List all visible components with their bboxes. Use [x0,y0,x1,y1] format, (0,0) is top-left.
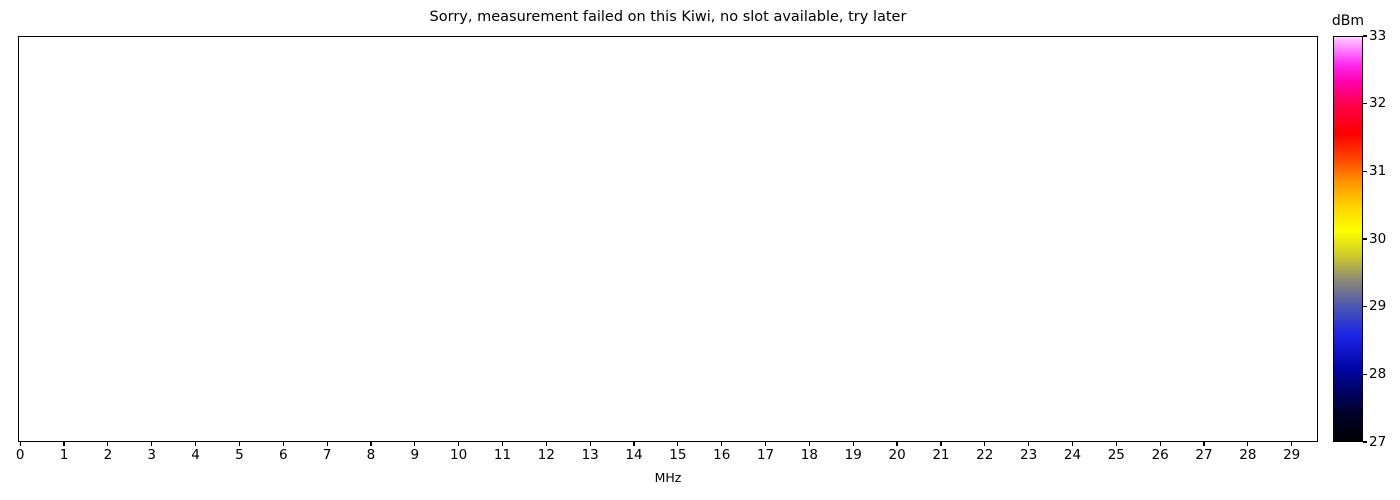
x-axis-tick-label: 6 [278,447,288,463]
plot-axes [18,36,1318,442]
x-axis-tick-label: 12 [537,447,555,463]
x-axis-tick-label: 18 [800,447,818,463]
x-axis-tick-mark [1203,442,1205,446]
x-axis-tick-label: 23 [1020,447,1038,463]
colorbar-tick-mark [1363,238,1367,240]
x-axis-tick-label: 16 [713,447,731,463]
x-axis-tick-mark [194,442,197,446]
x-axis-tick-mark [1159,442,1161,446]
x-axis-tick-label: 9 [410,447,420,463]
x-axis-tick-mark [940,442,942,446]
x-axis-tick-label: 0 [15,447,25,463]
colorbar-tick-label: 32 [1369,95,1387,112]
colorbar-gradient [1334,37,1362,441]
x-axis-tick-label: 26 [1151,447,1169,463]
colorbar-tick-mark [1363,35,1367,37]
x-axis-tick-label: 22 [976,447,994,463]
x-axis-tick-label: 3 [147,447,157,463]
x-axis-tick-mark [458,442,460,446]
x-axis-tick-mark [326,442,328,446]
x-axis-tick-mark [984,442,986,446]
colorbar-tick-group: 33 32 31 30 29 28 27 [1363,28,1400,450]
x-axis-tick-mark [1028,442,1030,446]
x-axis-tick-mark [677,442,679,446]
x-axis-tick-label: 4 [191,447,200,463]
colorbar-tick-mark [1363,373,1367,375]
colorbar-tick-mark [1363,306,1367,308]
x-axis-tick-label: 11 [493,447,512,463]
colorbar-tick-label: 29 [1369,298,1387,315]
x-axis-tick-mark [370,442,372,446]
colorbar-label: dBm [1331,13,1365,29]
x-axis-tick-mark [107,442,109,446]
x-axis-tick-label: 5 [235,447,244,463]
x-axis-tick-label: 8 [366,447,376,463]
x-axis-tick-mark [238,442,240,446]
x-axis-tick-mark [633,442,635,446]
colorbar-tick-mark [1363,170,1367,172]
x-axis-tick-label: 10 [450,447,468,463]
x-axis-tick-mark [589,442,591,446]
colorbar-axes [1333,36,1363,442]
x-axis-tick-label: 17 [756,447,775,463]
x-axis-tick-mark [1247,442,1249,446]
x-axis-tick-label: 29 [1283,447,1301,463]
colorbar-tick-mark [1363,103,1367,105]
x-axis-tick-label: 14 [625,447,643,463]
x-axis-tick-label: 1 [59,447,69,463]
x-axis-tick-mark [501,442,504,446]
x-axis-tick-mark [852,442,854,446]
colorbar-tick-label: 30 [1369,230,1387,247]
x-axis-tick-mark [1291,442,1293,446]
x-axis-tick-mark [282,442,284,446]
x-axis-tick-label: 15 [669,447,687,463]
colorbar-tick-mark [1363,441,1367,443]
x-axis-tick-mark [721,442,723,446]
x-axis-label: MHz [654,470,682,485]
x-axis-tick-label: 20 [888,447,906,463]
colorbar-tick-label: 27 [1369,433,1387,450]
colorbar-tick-label: 33 [1369,27,1387,44]
x-axis-tick-label: 13 [581,447,599,463]
colorbar-tick-label: 31 [1369,162,1387,179]
x-axis-tick-mark [63,442,65,446]
x-axis-tick-mark [545,442,547,446]
x-axis-tick-mark [1071,442,1074,446]
x-axis-tick-mark [151,442,153,446]
heatmap-canvas [19,37,1317,441]
x-axis-tick-group: 0 1 2 3 4 5 6 7 8 9 10 11 12 13 14 15 16 17 18 19 20 21 22 23 24… [0,442,1400,472]
x-axis-tick-mark [896,442,898,446]
colorbar-tick-label: 28 [1369,365,1387,382]
x-axis-tick-label: 2 [103,447,113,463]
x-axis-tick-label: 19 [844,447,862,463]
x-axis-tick-label: 27 [1195,447,1213,463]
x-axis-tick-mark [764,442,767,446]
x-axis-tick-mark [1115,442,1117,446]
x-axis-tick-label: 28 [1239,447,1257,463]
page-title: Sorry, measurement failed on this Kiwi, … [429,9,907,25]
x-axis-tick-mark [19,442,21,446]
x-axis-tick-mark [808,442,810,446]
x-axis-tick-mark [414,442,416,446]
x-axis-tick-label: 24 [1063,447,1082,463]
x-axis-tick-label: 7 [322,447,332,463]
x-axis-tick-label: 25 [1107,447,1125,463]
x-axis-tick-label: 21 [932,447,950,463]
